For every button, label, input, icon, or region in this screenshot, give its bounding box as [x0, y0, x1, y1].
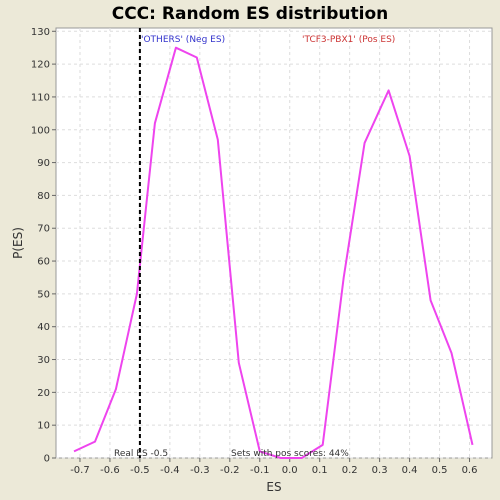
y-tick-label: 10: [37, 421, 50, 432]
x-tick-label: -0.4: [160, 465, 180, 476]
y-tick-label: 110: [31, 92, 50, 103]
x-tick-label: 0.0: [282, 465, 298, 476]
x-tick-label: -0.3: [190, 465, 210, 476]
y-tick-label: 30: [37, 355, 50, 366]
plot-area: [55, 27, 493, 459]
x-tick-label: 0.4: [402, 465, 418, 476]
series-line: [73, 46, 474, 459]
y-tick-label: 80: [37, 191, 50, 202]
grid-lines: [56, 28, 492, 459]
pos-scores-label: Sets with pos scores: 44%: [231, 449, 349, 459]
x-tick-label: 0.6: [462, 465, 478, 476]
x-tick-label: -0.5: [130, 465, 150, 476]
y-tick-label: 60: [37, 257, 50, 268]
y-tick-label: 90: [37, 158, 50, 169]
x-tick-label: 0.5: [432, 465, 448, 476]
y-tick-label: 40: [37, 322, 50, 333]
y-axis-title: P(ES): [11, 227, 25, 259]
neg-es-label: 'OTHERS' (Neg ES): [141, 35, 225, 45]
x-tick-label: -0.1: [250, 465, 270, 476]
y-tick-label: 100: [31, 125, 50, 136]
y-tick-label: 120: [31, 60, 50, 71]
x-tick-label: -0.7: [70, 465, 90, 476]
y-tick-label: 20: [37, 388, 50, 399]
real-es-label: Real ES -0.5: [114, 449, 168, 459]
x-tick-label: -0.2: [220, 465, 240, 476]
y-tick-label: 130: [31, 27, 50, 38]
x-axis-title: ES: [266, 480, 281, 494]
y-tick-label: 70: [37, 224, 50, 235]
chart-title: CCC: Random ES distribution: [112, 4, 389, 24]
pos-es-label: 'TCF3-PBX1' (Pos ES): [302, 35, 395, 45]
x-tick-label: 0.3: [372, 465, 388, 476]
x-tick-label: -0.6: [100, 465, 120, 476]
y-tick-label: 0: [44, 454, 50, 465]
x-tick-label: 0.1: [312, 465, 328, 476]
data-layer: [73, 46, 474, 459]
x-tick-label: 0.2: [342, 465, 358, 476]
y-tick-label: 50: [37, 289, 50, 300]
